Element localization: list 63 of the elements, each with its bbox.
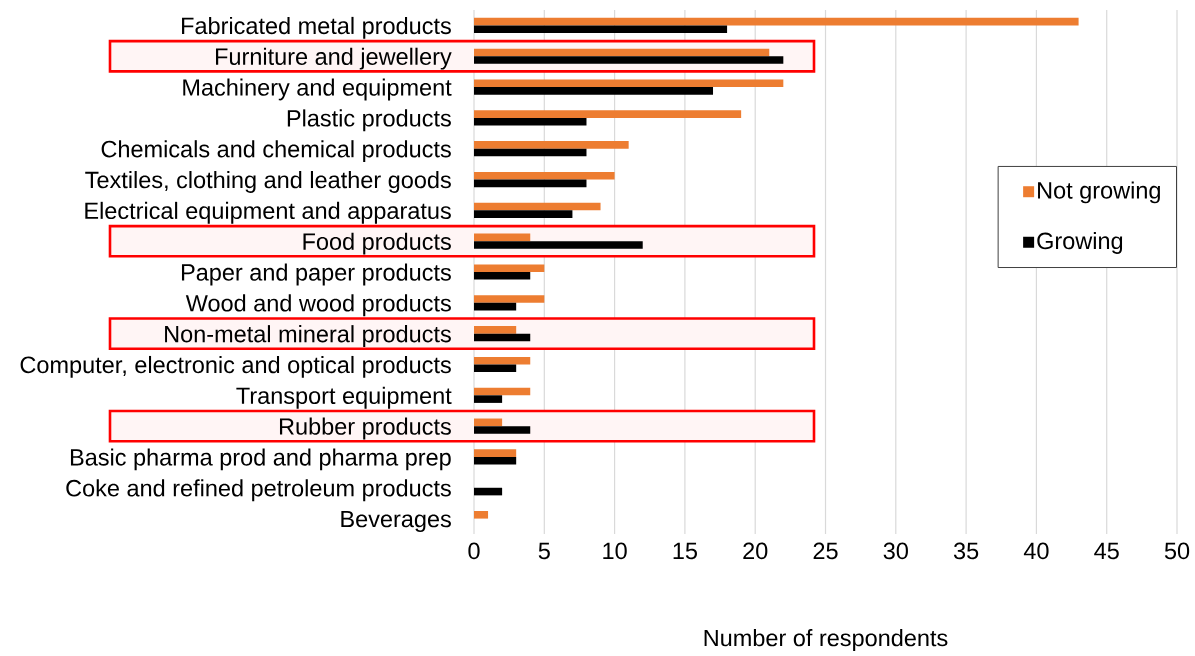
- bar: [474, 148, 587, 157]
- bar: [474, 56, 784, 64]
- bar: [474, 210, 573, 218]
- bar: [474, 326, 517, 334]
- x-tick-label: 30: [883, 542, 908, 560]
- bar: [474, 387, 531, 396]
- bar: [474, 87, 714, 95]
- bar: [474, 449, 517, 457]
- bar: [474, 17, 1079, 26]
- y-tick-label: Paper and paper products: [181, 263, 451, 286]
- x-tick-label: 45: [1094, 542, 1119, 560]
- y-tick-label: Rubber products: [279, 417, 451, 440]
- bar: [474, 233, 531, 242]
- legend-label: Not growing: [1038, 181, 1160, 204]
- x-tick-label: 25: [813, 542, 838, 560]
- x-tick-label: 20: [743, 542, 768, 560]
- bar: [474, 511, 489, 519]
- bar: [474, 487, 503, 496]
- y-tick-label: Wood and wood products: [185, 294, 451, 317]
- bar: [474, 426, 531, 434]
- x-axis-title: Number of respondents: [704, 629, 948, 651]
- x-tick-label: 50: [1164, 542, 1190, 560]
- x-tick-label: 35: [953, 542, 979, 560]
- bar: [474, 295, 545, 303]
- bar: [474, 48, 770, 57]
- y-tick-label: Electrical equipment and apparatus: [85, 201, 451, 224]
- bar: [474, 272, 531, 280]
- bar: [474, 333, 531, 342]
- y-tick-label: Computer, electronic and optical products: [20, 355, 451, 378]
- y-tick-label: Plastic products: [287, 109, 451, 132]
- bar: [474, 364, 517, 373]
- y-tick-label: Textiles, clothing and leather goods: [85, 171, 451, 193]
- bar: [474, 264, 545, 272]
- bar: [474, 79, 784, 88]
- bar: [474, 117, 587, 126]
- x-tick-label: 0: [468, 542, 480, 560]
- bar: [474, 171, 615, 180]
- y-tick-label: Basic pharma prod and pharma prep: [70, 448, 451, 471]
- bar: [474, 395, 503, 403]
- bar: [474, 302, 517, 311]
- y-tick-label: Machinery and equipment: [183, 78, 452, 101]
- bar: [474, 25, 728, 34]
- y-tick-label: Transport equipment: [236, 386, 452, 409]
- legend-label: Growing: [1037, 231, 1123, 254]
- bar: [474, 179, 587, 188]
- bar: [474, 356, 531, 365]
- y-tick-label: Non-metal mineral products: [165, 325, 451, 348]
- bar: [474, 141, 629, 149]
- bar: [474, 456, 517, 465]
- bar: [474, 202, 601, 211]
- bar: [474, 241, 643, 249]
- x-tick-label: 40: [1023, 542, 1049, 560]
- y-tick-label: Coke and refined petroleum products: [66, 479, 451, 502]
- y-tick-label: Chemicals and chemical products: [101, 140, 451, 163]
- y-tick-label: Food products: [303, 232, 451, 255]
- y-tick-label: Beverages: [341, 510, 451, 532]
- bar: [474, 418, 503, 427]
- bar: [474, 110, 742, 118]
- y-tick-label: Furniture and jewellery: [216, 47, 452, 70]
- y-tick-label: Fabricated metal products: [182, 16, 451, 39]
- x-tick-label: 15: [673, 542, 697, 560]
- x-tick-label: 5: [538, 542, 550, 560]
- x-tick-label: 10: [603, 542, 627, 560]
